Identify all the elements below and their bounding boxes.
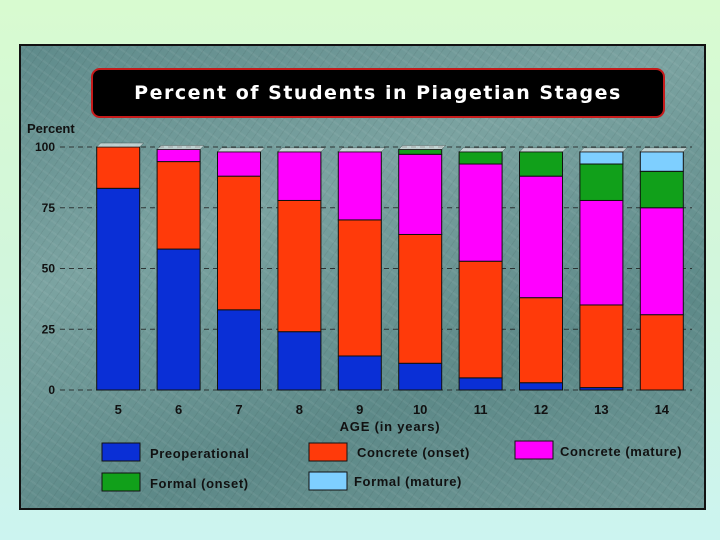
x-tick-label: 6 — [175, 402, 182, 417]
y-tick-label: 100 — [35, 140, 55, 154]
x-tick-label: 12 — [534, 402, 548, 417]
x-tick-label: 14 — [655, 402, 670, 417]
bar-segment — [579, 151, 624, 165]
chart-title-box: Percent of Students in Piagetian Stages — [91, 68, 665, 118]
legend-swatch — [101, 472, 141, 492]
legend-label: Formal (mature) — [354, 474, 462, 489]
bar-top-face — [156, 145, 205, 150]
bar-segment — [277, 199, 322, 333]
bar-top-face — [216, 147, 266, 153]
chart-title: Percent of Students in Piagetian Stages — [134, 82, 622, 104]
legend-label: Formal (onset) — [150, 476, 249, 491]
bar-top-face — [96, 142, 145, 148]
bar-segment — [519, 175, 563, 299]
x-tick-label: 9 — [356, 402, 363, 417]
bar-top-face — [639, 147, 688, 153]
legend-swatch — [308, 471, 348, 491]
bar-segment — [156, 161, 201, 250]
legend-label: Concrete (onset) — [357, 445, 470, 460]
bar-segment — [458, 377, 503, 391]
bar-segment — [217, 175, 261, 311]
bar-segment — [217, 151, 261, 177]
bar-segment — [156, 148, 201, 163]
bar-segment — [579, 304, 624, 389]
x-tick-label: 10 — [413, 402, 427, 417]
bar-segment — [398, 233, 443, 364]
bar-segment — [217, 309, 261, 391]
bar-segment — [337, 219, 382, 357]
y-tick-label: 0 — [48, 383, 55, 397]
y-axis-title: Percent — [27, 121, 75, 136]
bar-segment — [337, 151, 382, 221]
bar-segment — [398, 362, 443, 391]
bar-segment — [277, 331, 322, 391]
bar-segment — [519, 297, 563, 384]
bar-top-face — [337, 147, 386, 153]
bar-segment — [96, 146, 141, 189]
bar-top-face — [458, 147, 507, 153]
x-tick-label: 8 — [296, 402, 303, 417]
bar-top-face — [518, 147, 568, 153]
legend-swatch — [101, 442, 141, 462]
x-tick-label: 7 — [235, 402, 242, 417]
legend-label: Preoperational — [150, 446, 249, 461]
bar-segment — [639, 314, 684, 391]
bar-top-face — [277, 147, 326, 153]
legend-swatch — [514, 440, 554, 460]
bar-top-face — [398, 145, 447, 150]
bar-segment — [579, 163, 624, 201]
y-tick-label: 50 — [42, 262, 56, 276]
bar-segment — [337, 355, 382, 391]
bar-segment — [519, 382, 563, 391]
legend-label: Concrete (mature) — [560, 444, 682, 459]
bar-segment — [156, 248, 201, 391]
bar-segment — [519, 151, 563, 177]
bar-segment — [639, 207, 684, 316]
bar-segment — [458, 260, 503, 379]
y-tick-label: 25 — [42, 322, 56, 336]
x-tick-label: 11 — [474, 402, 488, 417]
bar-segment — [579, 199, 624, 306]
bar-top-face — [579, 147, 628, 153]
bar-segment — [639, 151, 684, 172]
bar-segment — [458, 163, 503, 262]
y-tick-label: 75 — [42, 201, 56, 215]
x-tick-label: 13 — [594, 402, 608, 417]
bar-segment — [398, 148, 443, 155]
bar-segment — [277, 151, 322, 201]
x-axis-title: AGE (in years) — [340, 419, 441, 434]
bar-segment — [458, 151, 503, 165]
bar-segment — [96, 187, 141, 391]
bar-segment — [639, 170, 684, 209]
bar-segment — [398, 153, 443, 235]
x-tick-label: 5 — [115, 402, 122, 417]
legend-swatch — [308, 442, 348, 462]
